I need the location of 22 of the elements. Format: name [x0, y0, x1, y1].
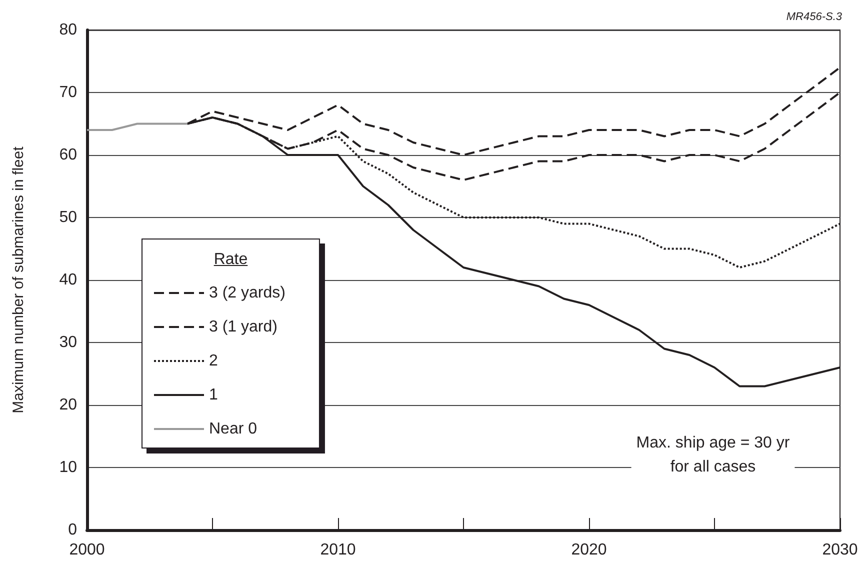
x-tick-label: 2030: [822, 542, 858, 558]
y-tick-label: 10: [59, 459, 78, 476]
y-tick-label: 50: [59, 209, 78, 226]
annotation: Max. ship age = 30 yr for all cases: [636, 434, 790, 476]
y-tick-label: 60: [59, 146, 78, 164]
text: MR456-S.3: [786, 11, 843, 23]
legend-title: Rate: [212, 250, 249, 268]
y-tick-label: 70: [59, 84, 78, 101]
y-tick-label: 0: [68, 522, 78, 538]
y-axis-title: Maximum number of submarines in fleet: [10, 146, 27, 414]
x-tick-label: 2020: [571, 542, 607, 558]
legend-label: 1: [209, 386, 218, 404]
y-tick-label: 40: [59, 272, 78, 288]
legend-label: 2: [209, 352, 218, 370]
y-tick-label: 30: [59, 334, 78, 351]
y-tick-label: 80: [59, 22, 78, 38]
legend-label: 3 (1 yard): [209, 318, 278, 336]
y-tick-label: 20: [59, 396, 78, 414]
x-tick-label: 2010: [320, 542, 356, 558]
legend-label: 3 (2 yards): [209, 284, 286, 302]
x-tick-label: 2000: [69, 542, 105, 558]
legend-label: Near 0: [209, 420, 258, 438]
